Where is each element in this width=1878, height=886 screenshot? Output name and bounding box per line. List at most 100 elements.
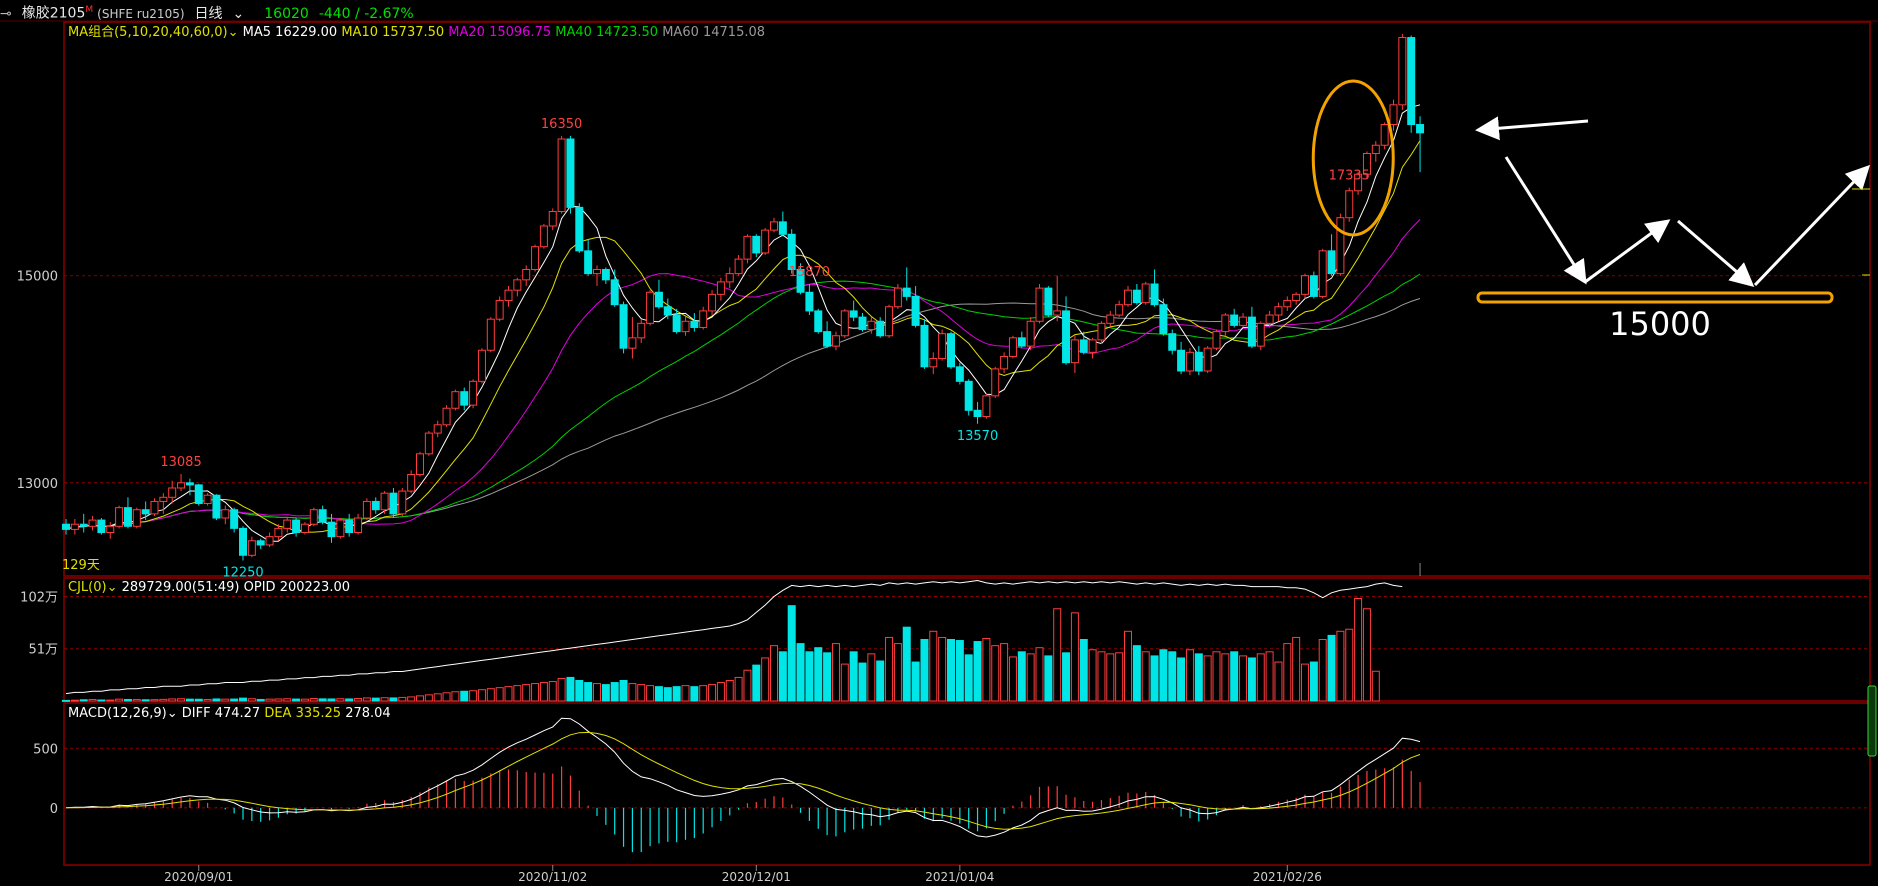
- volume-bar: [354, 698, 363, 702]
- period-selector[interactable]: 日线 ⌄: [195, 6, 255, 22]
- candle-body: [1194, 351, 1203, 372]
- volume-bar: [177, 698, 186, 702]
- volume-bar: [893, 643, 902, 702]
- day-count-label: 129天: [62, 558, 100, 573]
- candle-body: [575, 206, 584, 252]
- volume-bar: [1292, 636, 1301, 702]
- volume-bar: [681, 685, 690, 702]
- volume-bar: [407, 696, 416, 702]
- forecast-arrow-up: [1584, 219, 1671, 284]
- candle-body: [300, 523, 309, 534]
- volume-bar: [495, 687, 504, 702]
- open-interest-value: OPID 200223.00: [244, 580, 350, 595]
- candle-body: [1017, 337, 1026, 347]
- volume-bar: [1221, 653, 1230, 702]
- candle-body: [62, 523, 70, 530]
- volume-bar: [1026, 653, 1035, 702]
- candle-body: [345, 519, 354, 534]
- volume-bar: [398, 696, 407, 702]
- volume-bar: [185, 698, 194, 702]
- volume-bar: [327, 698, 336, 702]
- volume-bar: [531, 683, 540, 702]
- volume-bar: [1318, 639, 1327, 702]
- candle-body: [955, 366, 964, 382]
- candle-body: [398, 490, 407, 515]
- support-level-label: 15000: [1609, 305, 1711, 343]
- volume-bar: [1265, 651, 1274, 702]
- volume-bar: [646, 685, 655, 702]
- x-axis-label: 2020/09/01: [164, 870, 233, 884]
- volume-bar: [805, 651, 814, 702]
- volume-bar: [1203, 655, 1212, 702]
- candle-body: [1318, 250, 1327, 297]
- open-interest-line: [65, 579, 1403, 695]
- ma-group-selector[interactable]: MA组合(5,10,20,40,60,0)⌄: [68, 25, 243, 40]
- candle-body: [522, 268, 531, 281]
- volume-bar: [761, 657, 770, 702]
- volume-bar: [203, 698, 212, 702]
- volume-bar: [123, 698, 132, 702]
- candle-body: [389, 492, 398, 515]
- candle-body: [929, 358, 938, 368]
- volume-bar: [654, 686, 663, 702]
- volume-bar: [239, 697, 247, 702]
- volume-bar: [858, 662, 867, 702]
- candle-body: [1371, 144, 1380, 155]
- high-price-label: 17335: [1329, 169, 1370, 184]
- volume-bar: [929, 630, 938, 702]
- candle-body: [327, 521, 336, 538]
- volume-bar: [831, 643, 840, 702]
- candle-body: [947, 333, 955, 368]
- candle-body: [893, 287, 902, 308]
- ma40-line: [65, 273, 1421, 530]
- candle-body: [725, 273, 734, 283]
- candle-body: [778, 221, 787, 235]
- volume-bar: [1079, 639, 1088, 702]
- candle-body: [539, 225, 548, 248]
- candle-body: [371, 500, 380, 511]
- candle-body: [876, 320, 885, 337]
- candle-body: [1044, 287, 1053, 316]
- volume-bar: [1185, 649, 1194, 702]
- candle-body: [734, 258, 743, 275]
- pointer-arrow: [1475, 116, 1589, 141]
- volume-bar: [1124, 630, 1132, 702]
- volume-bar: [1345, 628, 1354, 702]
- volume-bar: [132, 699, 141, 702]
- volume-bar: [1150, 655, 1159, 702]
- scroll-handle[interactable]: [1867, 685, 1877, 757]
- volume-bar: [486, 688, 495, 702]
- volume-bar: [150, 699, 159, 702]
- link-icon[interactable]: ⊸: [0, 5, 12, 22]
- volume-bar: [309, 698, 318, 702]
- candle-body: [681, 320, 690, 333]
- candle-body: [1177, 349, 1186, 372]
- candle-body: [256, 540, 265, 546]
- volume-bar: [1212, 651, 1221, 702]
- volume-bar: [1336, 630, 1345, 702]
- volume-axis-label: 51万: [28, 643, 58, 658]
- support-level-bar: [1476, 291, 1834, 304]
- volume-bar: [610, 682, 619, 702]
- candle-body: [1380, 124, 1389, 146]
- volume-bar: [1088, 649, 1097, 702]
- candle-body: [442, 407, 451, 426]
- candle-body: [973, 409, 982, 418]
- x-axis-label: 2021/02/26: [1253, 870, 1322, 884]
- volume-bar: [663, 687, 672, 702]
- ma-legend-item: MA5 16229.00: [243, 25, 342, 40]
- candle-body: [1247, 316, 1256, 347]
- candle-body: [1354, 173, 1363, 192]
- candle-body: [477, 349, 486, 382]
- candle-body: [1256, 322, 1265, 347]
- x-axis-label: 2020/11/02: [518, 870, 587, 884]
- period-label: 日线: [194, 5, 223, 22]
- candle-body: [433, 424, 442, 434]
- volume-bar: [97, 699, 106, 702]
- candle-body: [628, 337, 637, 349]
- candle-body: [469, 380, 478, 406]
- volume-bar: [1354, 598, 1363, 702]
- candle-body: [805, 291, 814, 312]
- candle-body: [619, 304, 628, 349]
